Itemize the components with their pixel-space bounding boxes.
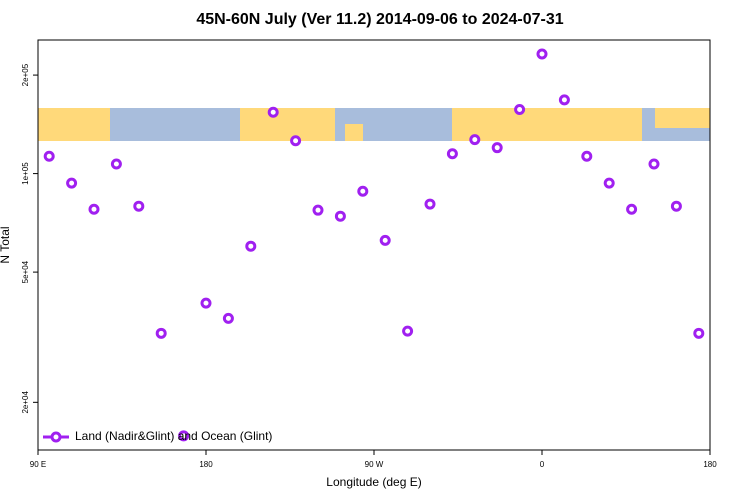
data-point: [514, 103, 526, 115]
x-axis-label: Longitude (deg E): [326, 475, 421, 489]
x-tick-label: 180: [703, 460, 717, 469]
x-tick-label: 90 W: [365, 460, 384, 469]
legend-label: Land (Nadir&Glint) and Ocean (Glint): [75, 429, 272, 443]
x-tick-label: 0: [540, 460, 545, 469]
data-point: [88, 203, 100, 215]
data-point: [357, 185, 369, 197]
data-point: [222, 312, 234, 324]
data-point: [110, 158, 122, 170]
y-tick-label: 2e+04: [21, 391, 30, 414]
data-point: [581, 150, 593, 162]
data-point: [693, 327, 705, 339]
data-point: [290, 135, 302, 147]
data-point: [43, 150, 55, 162]
y-tick-label: 2e+05: [21, 63, 30, 86]
land: [240, 108, 335, 141]
x-tick-label: 180: [199, 460, 213, 469]
data-point: [558, 94, 570, 106]
data-point: [379, 234, 391, 246]
data-point: [446, 148, 458, 160]
legend-marker: [50, 431, 62, 443]
data-point: [312, 204, 324, 216]
data-point: [648, 158, 660, 170]
x-tick-label: 90 E: [30, 460, 46, 469]
data-point: [536, 48, 548, 60]
data-point: [334, 210, 346, 222]
y-tick-label: 1e+05: [21, 162, 30, 185]
data-point: [245, 240, 257, 252]
data-point: [155, 327, 167, 339]
data-point: [402, 325, 414, 337]
data-point: [267, 106, 279, 118]
data-point: [66, 177, 78, 189]
data-point: [133, 200, 145, 212]
y-tick-label: 5e+04: [21, 260, 30, 283]
data-point: [469, 134, 481, 146]
land: [655, 108, 710, 128]
data-point: [491, 142, 503, 154]
data-point: [670, 200, 682, 212]
data-point: [424, 198, 436, 210]
land: [38, 108, 110, 141]
y-axis-label: N Total: [0, 226, 12, 263]
data-point: [200, 297, 212, 309]
data-point: [626, 203, 638, 215]
land: [452, 108, 642, 141]
plot-frame: [37, 39, 711, 451]
chart-title: 45N-60N July (Ver 11.2) 2014-09-06 to 20…: [196, 11, 563, 28]
data-point: [603, 177, 615, 189]
map-band: [38, 108, 710, 141]
data-point: [178, 430, 190, 442]
land: [345, 124, 363, 141]
